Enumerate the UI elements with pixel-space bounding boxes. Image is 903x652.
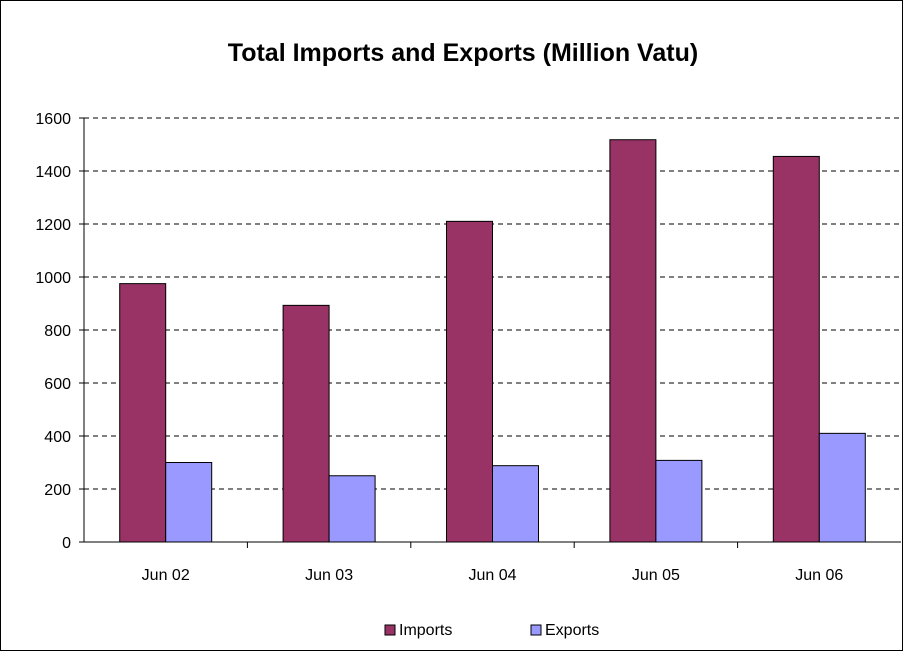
legend-swatch-imports: [384, 624, 396, 636]
axes: [79, 117, 901, 548]
legend: Imports Exports: [384, 622, 599, 639]
bar-exports-jun-02: [165, 462, 213, 543]
x-tick-labels: Jun 02 Jun 03 Jun 04 Jun 05 Jun 06: [142, 567, 844, 584]
bar-exports-jun-06: [818, 432, 866, 543]
bar-exports-jun-05: [655, 459, 703, 543]
bar-imports-jun-04: [446, 220, 493, 543]
bars: [119, 139, 866, 543]
y-tick-label: 800: [44, 323, 71, 340]
y-tick-label: 600: [44, 376, 71, 393]
y-tick-label: 400: [44, 429, 71, 446]
x-tick-label: Jun 05: [632, 567, 680, 584]
y-tick-label: 1200: [35, 217, 71, 234]
chart-title: Total Imports and Exports (Million Vatu): [228, 39, 698, 67]
x-tick-label: Jun 03: [305, 567, 353, 584]
bar-exports-jun-04: [492, 465, 539, 543]
bar-imports-jun-02: [119, 283, 167, 543]
y-tick-label: 1400: [35, 164, 71, 181]
y-tick-label: 1600: [35, 111, 71, 128]
bar-exports-jun-03: [328, 475, 376, 543]
legend-swatch-exports: [530, 624, 542, 636]
legend-label-imports: Imports: [399, 622, 452, 639]
bar-imports-jun-06: [772, 155, 820, 543]
bar-imports-jun-05: [609, 139, 657, 543]
legend-label-exports: Exports: [545, 622, 599, 639]
y-tick-label: 0: [62, 535, 71, 552]
y-tick-label: 200: [44, 482, 71, 499]
x-tick-label: Jun 04: [468, 567, 516, 584]
y-tick-label: 1000: [35, 270, 71, 287]
x-tick-label: Jun 06: [795, 567, 843, 584]
bar-imports-jun-03: [282, 304, 330, 543]
x-tick-label: Jun 02: [142, 567, 190, 584]
y-tick-labels: 0 200 400 600 800 1000 1200 1400 1600: [35, 111, 71, 552]
